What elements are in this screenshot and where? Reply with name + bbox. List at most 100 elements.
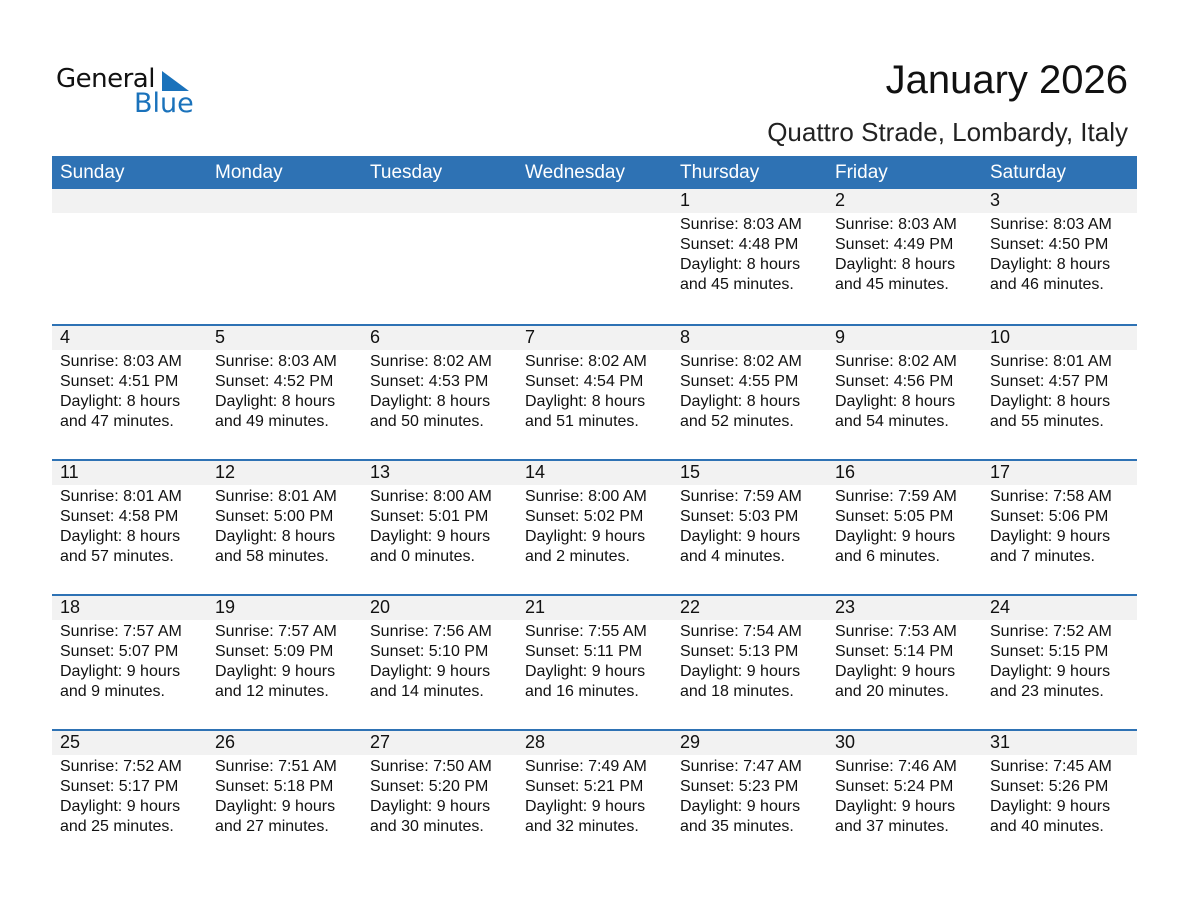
sun-info-line: Sunrise: 8:03 AM <box>990 216 1112 233</box>
sun-info-line: and 12 minutes. <box>215 683 329 700</box>
day-cell: 14 Sunrise: 8:00 AM Sunset: 5:02 PM Dayligh… <box>517 461 672 594</box>
date-band <box>362 731 517 755</box>
sun-info-line: Daylight: 8 hours <box>60 528 181 545</box>
sun-info-line: and 30 minutes. <box>370 818 484 835</box>
weekday-tuesday: Tuesday <box>370 162 443 183</box>
day-cell: 6 Sunrise: 8:02 AM Sunset: 4:53 PM Daylight… <box>362 326 517 459</box>
date-band <box>672 731 827 755</box>
page-title: January 2026 <box>885 58 1128 102</box>
day-number: 26 <box>215 732 236 752</box>
day-cell: 28 Sunrise: 7:49 AM Sunset: 5:21 PM Dayligh… <box>517 731 672 864</box>
day-number: 20 <box>370 597 391 617</box>
week-row: 11 Sunrise: 8:01 AM Sunset: 4:58 PM Dayligh… <box>52 459 1137 594</box>
sun-info-line: and 6 minutes. <box>835 548 940 565</box>
date-band <box>517 326 672 350</box>
sun-info-line: Sunset: 5:07 PM <box>60 643 179 660</box>
date-band <box>982 326 1137 350</box>
sun-info: Sunrise: 8:00 AM Sunset: 5:02 PM Daylight:… <box>525 487 647 567</box>
sun-info: Sunrise: 8:02 AM Sunset: 4:54 PM Daylight:… <box>525 352 647 432</box>
day-number: 30 <box>835 732 856 752</box>
sun-info-line: Sunset: 5:10 PM <box>370 643 489 660</box>
day-cell: 20 Sunrise: 7:56 AM Sunset: 5:10 PM Dayligh… <box>362 596 517 729</box>
sun-info: Sunrise: 7:56 AM Sunset: 5:10 PM Daylight:… <box>370 622 492 702</box>
sun-info: Sunrise: 7:45 AM Sunset: 5:26 PM Daylight:… <box>990 757 1112 837</box>
day-number: 15 <box>680 462 701 482</box>
sun-info: Sunrise: 7:52 AM Sunset: 5:17 PM Daylight:… <box>60 757 182 837</box>
day-cell: 16 Sunrise: 7:59 AM Sunset: 5:05 PM Dayligh… <box>827 461 982 594</box>
empty-cell <box>517 189 672 324</box>
date-band <box>207 189 362 213</box>
day-cell: 21 Sunrise: 7:55 AM Sunset: 5:11 PM Dayligh… <box>517 596 672 729</box>
sun-info-line: and 27 minutes. <box>215 818 329 835</box>
sun-info: Sunrise: 7:51 AM Sunset: 5:18 PM Daylight:… <box>215 757 337 837</box>
day-cell: 15 Sunrise: 7:59 AM Sunset: 5:03 PM Dayligh… <box>672 461 827 594</box>
sun-info-line: and 7 minutes. <box>990 548 1095 565</box>
sun-info-line: Sunrise: 7:52 AM <box>60 758 182 775</box>
sun-info-line: Sunrise: 8:03 AM <box>680 216 802 233</box>
sun-info-line: Daylight: 9 hours <box>525 798 646 815</box>
day-cell: 9 Sunrise: 8:02 AM Sunset: 4:56 PM Daylight… <box>827 326 982 459</box>
date-band <box>207 596 362 620</box>
sun-info-line: Sunset: 5:20 PM <box>370 778 489 795</box>
sun-info-line: and 37 minutes. <box>835 818 949 835</box>
sun-info-line: Sunset: 5:13 PM <box>680 643 799 660</box>
sun-info-line: and 20 minutes. <box>835 683 949 700</box>
sun-info-line: Sunset: 4:56 PM <box>835 373 954 390</box>
sun-info-line: Sunset: 5:21 PM <box>525 778 644 795</box>
sun-info-line: Daylight: 9 hours <box>60 798 181 815</box>
sun-info-line: Sunset: 5:11 PM <box>525 643 643 660</box>
sun-info-line: Daylight: 9 hours <box>370 528 491 545</box>
date-band <box>52 596 207 620</box>
sun-info-line: and 40 minutes. <box>990 818 1104 835</box>
day-number: 5 <box>215 327 226 347</box>
day-cell: 30 Sunrise: 7:46 AM Sunset: 5:24 PM Dayligh… <box>827 731 982 864</box>
sun-info-line: Sunrise: 7:45 AM <box>990 758 1112 775</box>
day-number: 16 <box>835 462 856 482</box>
sun-info: Sunrise: 8:02 AM Sunset: 4:55 PM Daylight:… <box>680 352 802 432</box>
sun-info-line: Sunset: 4:51 PM <box>60 373 179 390</box>
day-number: 17 <box>990 462 1011 482</box>
date-band <box>362 326 517 350</box>
day-number: 11 <box>60 462 79 482</box>
day-number: 6 <box>370 327 381 347</box>
sun-info-line: Daylight: 9 hours <box>215 663 336 680</box>
sun-info: Sunrise: 8:03 AM Sunset: 4:50 PM Daylight:… <box>990 215 1112 295</box>
sun-info-line: and 4 minutes. <box>680 548 785 565</box>
sun-info-line: Sunset: 5:26 PM <box>990 778 1109 795</box>
date-band <box>827 731 982 755</box>
calendar-grid: Sunday Monday Tuesday Wednesday Thursday Frid… <box>52 156 1137 864</box>
sun-info-line: Daylight: 8 hours <box>215 528 336 545</box>
day-number: 12 <box>215 462 236 482</box>
sun-info-line: Sunrise: 7:55 AM <box>525 623 647 640</box>
sun-info-line: Sunrise: 7:53 AM <box>835 623 957 640</box>
sun-info-line: Sunset: 5:02 PM <box>525 508 644 525</box>
sun-info-line: Daylight: 9 hours <box>525 663 646 680</box>
sun-info-line: Daylight: 9 hours <box>680 528 801 545</box>
sun-info-line: Sunrise: 7:57 AM <box>215 623 337 640</box>
sun-info-line: Sunrise: 7:59 AM <box>680 488 802 505</box>
sun-info-line: and 23 minutes. <box>990 683 1104 700</box>
day-cell: 11 Sunrise: 8:01 AM Sunset: 4:58 PM Dayligh… <box>52 461 207 594</box>
date-band <box>517 596 672 620</box>
day-number: 2 <box>835 190 846 210</box>
date-band <box>207 326 362 350</box>
day-number: 21 <box>525 597 546 617</box>
day-cell: 5 Sunrise: 8:03 AM Sunset: 4:52 PM Daylight… <box>207 326 362 459</box>
sun-info: Sunrise: 8:01 AM Sunset: 4:57 PM Daylight:… <box>990 352 1112 432</box>
sun-info: Sunrise: 8:03 AM Sunset: 4:52 PM Daylight:… <box>215 352 337 432</box>
date-band <box>982 189 1137 213</box>
empty-cell <box>207 189 362 324</box>
empty-cell <box>362 189 517 324</box>
day-number: 8 <box>680 327 691 347</box>
day-cell: 8 Sunrise: 8:02 AM Sunset: 4:55 PM Daylight… <box>672 326 827 459</box>
date-band <box>982 461 1137 485</box>
sun-info-line: Sunset: 5:24 PM <box>835 778 954 795</box>
day-number: 31 <box>990 732 1011 752</box>
day-cell: 22 Sunrise: 7:54 AM Sunset: 5:13 PM Dayligh… <box>672 596 827 729</box>
sun-info-line: Sunset: 4:48 PM <box>680 236 799 253</box>
date-band <box>672 189 827 213</box>
day-number: 29 <box>680 732 701 752</box>
date-band <box>672 461 827 485</box>
logo-word-general: General <box>56 64 155 94</box>
sun-info-line: Daylight: 8 hours <box>525 393 646 410</box>
